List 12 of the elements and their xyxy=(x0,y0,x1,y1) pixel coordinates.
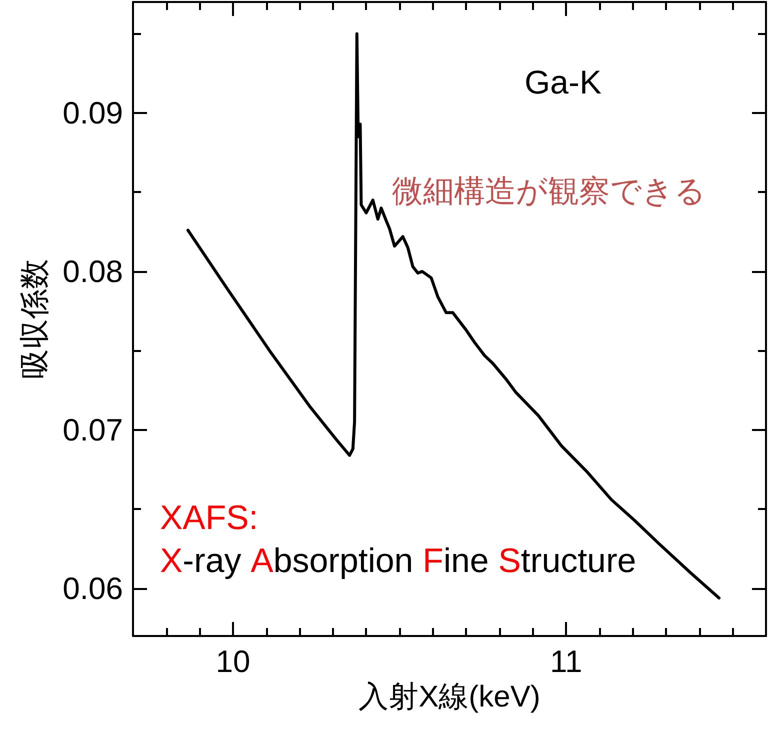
x-tick-label: 10 xyxy=(216,644,250,679)
x-tick-label: 11 xyxy=(550,644,582,679)
annotation: X-ray Absorption Fine Structure xyxy=(160,542,636,580)
y-tick-label: 0.06 xyxy=(62,570,123,606)
x-axis-title: 入射X線(keV) xyxy=(358,680,540,714)
y-axis-title: 吸収係数 xyxy=(18,259,52,379)
y-tick-label: 0.09 xyxy=(62,95,123,130)
y-tick-label: 0.08 xyxy=(62,254,123,289)
annotation: 微細構造が観察できる xyxy=(392,174,706,208)
y-tick-label: 0.07 xyxy=(62,412,123,448)
annotation: Ga-K xyxy=(524,64,602,100)
annotation: XAFS: xyxy=(160,499,258,537)
